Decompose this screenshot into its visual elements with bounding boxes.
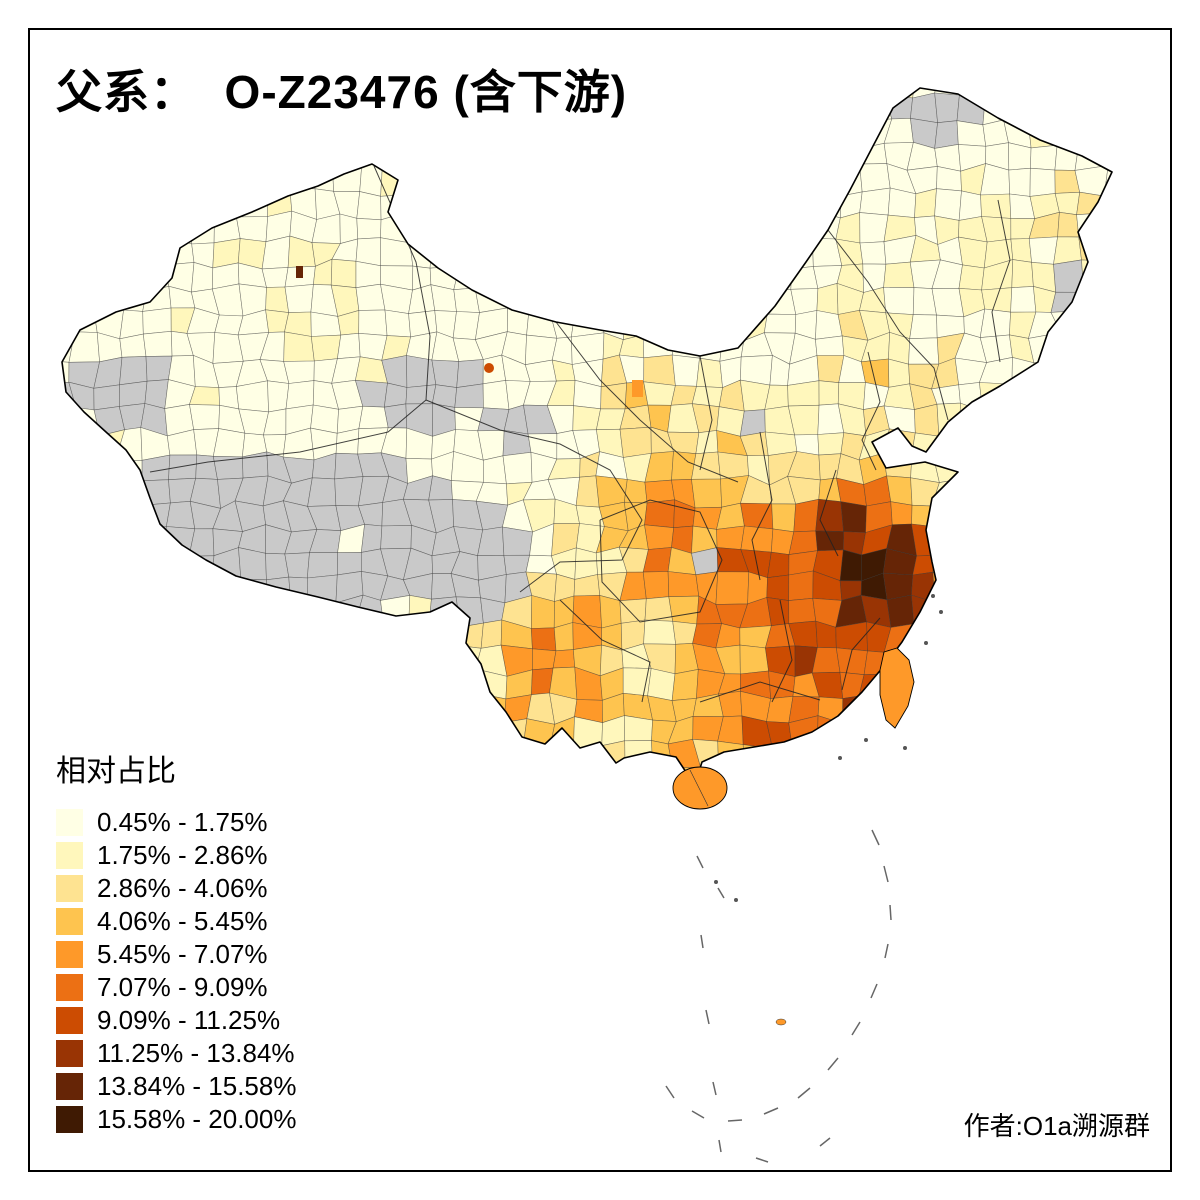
- legend-label: 0.45% - 1.75%: [97, 807, 268, 837]
- province-boundary: [149, 165, 431, 473]
- sea-boundary-dash: [705, 1009, 710, 1025]
- legend-title: 相对占比: [56, 755, 176, 788]
- sea-boundary-dash: [718, 1139, 722, 1153]
- legend-swatch: [56, 1007, 83, 1034]
- province-boundary: [599, 499, 723, 623]
- dark-spot-north-xinjiang: [296, 266, 303, 278]
- legend-swatch: [56, 1106, 83, 1133]
- small-island: [714, 880, 718, 884]
- legend-item: 7.07% - 9.09%: [56, 971, 296, 1004]
- legend-item: 5.45% - 7.07%: [56, 938, 296, 971]
- legend-label: 11.25% - 13.84%: [97, 1038, 295, 1068]
- legend-swatch: [56, 1040, 83, 1067]
- province-boundary: [991, 199, 1011, 363]
- sea-boundary-dash: [871, 829, 880, 846]
- legend-swatch: [56, 809, 83, 836]
- sea-boundary-dash: [884, 943, 889, 959]
- small-island: [931, 594, 935, 598]
- map-title: 父系： O-Z23476 (含下游): [56, 66, 628, 118]
- sea-boundary-dash: [889, 904, 892, 921]
- province-boundary: [699, 355, 713, 471]
- sea-boundary-dash: [712, 1081, 717, 1096]
- dark-spot-hexi-corridor: [484, 363, 494, 373]
- sea-boundary-dash: [851, 1021, 861, 1036]
- legend-item: 13.84% - 15.58%: [56, 1070, 296, 1103]
- legend-label: 4.06% - 5.45%: [97, 906, 268, 936]
- plot-border-frame: [28, 28, 1172, 1172]
- legend-item: 0.45% - 1.75%: [56, 806, 296, 839]
- small-island: [903, 746, 907, 750]
- small-island: [939, 610, 943, 614]
- province-boundary: [425, 399, 643, 593]
- china-outline: [61, 87, 1113, 779]
- legend-label: 2.86% - 4.06%: [97, 873, 268, 903]
- sea-boundary-dash: [755, 1157, 769, 1163]
- hainan-island: [672, 766, 728, 810]
- legend-item: 2.86% - 4.06%: [56, 872, 296, 905]
- legend-label: 1.75% - 2.86%: [97, 840, 268, 870]
- legend-item: 1.75% - 2.86%: [56, 839, 296, 872]
- sea-boundary-dash: [797, 1087, 811, 1099]
- sea-boundary-dash: [700, 934, 704, 949]
- legend-swatch: [56, 974, 83, 1001]
- province-boundary: [699, 681, 821, 703]
- small-island: [838, 756, 842, 760]
- legend-label: 5.45% - 7.07%: [97, 939, 268, 969]
- small-island: [734, 898, 738, 902]
- province-boundary: [841, 617, 881, 691]
- legend-swatch: [56, 1073, 83, 1100]
- legend: 相对占比 0.45% - 1.75% 1.75% - 2.86% 2.86% - 4…: [56, 746, 296, 1136]
- legend-label: 7.07% - 9.09%: [97, 972, 268, 1002]
- sea-boundary-dash: [763, 1107, 779, 1115]
- small-island: [864, 738, 868, 742]
- legend-item: 15.58% - 20.00%: [56, 1103, 296, 1136]
- legend-label: 15.58% - 20.00%: [97, 1104, 297, 1134]
- legend-swatch: [56, 908, 83, 935]
- province-boundary: [819, 469, 839, 557]
- province-boundary: [555, 321, 739, 483]
- province-boundary: [559, 599, 651, 703]
- south-sea-islet: [775, 1018, 787, 1026]
- province-boundary: [861, 351, 881, 471]
- taiwan-island: [879, 647, 915, 729]
- hainan-internal-border: [689, 769, 709, 807]
- orange-spot-gansu: [632, 380, 643, 397]
- legend-item: 11.25% - 13.84%: [56, 1037, 296, 1070]
- author-credit: 作者:O1a溯源群: [963, 1111, 1150, 1141]
- legend-label: 13.84% - 15.58%: [97, 1071, 297, 1101]
- sea-boundary-dash: [696, 855, 704, 869]
- legend-label: 9.09% - 11.25%: [97, 1005, 281, 1035]
- sea-boundary-dash: [870, 983, 878, 999]
- province-boundary: [827, 229, 949, 421]
- sea-boundary-dash: [819, 1137, 831, 1147]
- province-boundary: [751, 431, 773, 581]
- sea-boundary-dash: [691, 1110, 705, 1119]
- legend-item: 9.09% - 11.25%: [56, 1004, 296, 1037]
- legend-item: 4.06% - 5.45%: [56, 905, 296, 938]
- legend-swatch: [56, 941, 83, 968]
- sea-boundary-dash: [727, 1119, 743, 1122]
- legend-swatch: [56, 842, 83, 869]
- sea-boundary-dash: [883, 865, 889, 883]
- small-island: [924, 641, 928, 645]
- sea-boundary-dash: [717, 887, 725, 899]
- legend-items: 0.45% - 1.75% 1.75% - 2.86% 2.86% - 4.06% 4…: [56, 806, 296, 1136]
- legend-swatch: [56, 875, 83, 902]
- sea-boundary-dash: [827, 1057, 839, 1071]
- sea-boundary-dash: [665, 1085, 675, 1099]
